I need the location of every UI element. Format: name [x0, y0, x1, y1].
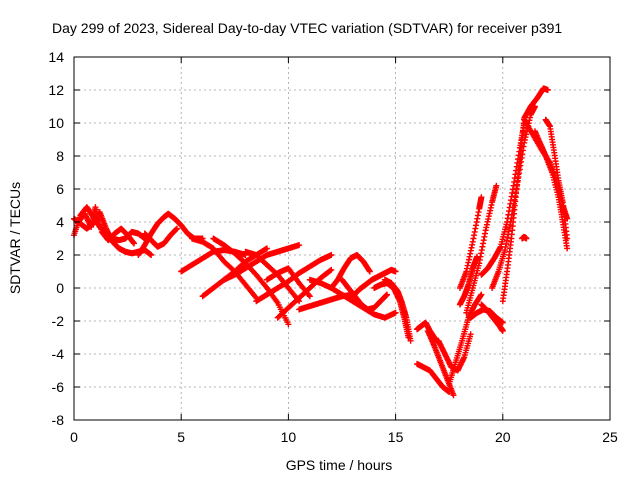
x-tick-label: 20 — [495, 429, 511, 445]
data-series — [456, 253, 481, 308]
y-tick-label: -4 — [52, 346, 65, 362]
data-series — [349, 266, 399, 300]
data-point — [499, 319, 506, 326]
y-tick-label: -2 — [52, 313, 65, 329]
chart-title: Day 299 of 2023, Sidereal Day-to-day VTE… — [52, 20, 562, 36]
data-series — [141, 225, 180, 250]
data-series — [542, 116, 571, 242]
plot-frame — [73, 56, 611, 421]
data-series — [188, 235, 260, 301]
data-point — [384, 291, 391, 298]
y-tick-label: 4 — [56, 214, 64, 230]
data-point — [407, 337, 414, 344]
y-tick-label: 10 — [48, 115, 64, 131]
data-point — [296, 242, 303, 249]
data-series — [446, 291, 485, 387]
y-tick-label: 12 — [48, 82, 64, 98]
data-series — [328, 252, 373, 291]
x-tick-label: 10 — [281, 429, 297, 445]
data-point — [306, 293, 313, 300]
data-point — [366, 268, 373, 275]
data-series — [424, 327, 457, 399]
data-series — [519, 233, 530, 242]
y-tick-label: -6 — [52, 379, 65, 395]
data-series — [381, 276, 414, 344]
data-point — [564, 245, 571, 252]
axis-ticks: 0 5 10 15 20 25 -8 -6 -4 -2 0 2 4 6 8 10 12 14 — [48, 49, 618, 445]
x-tick-label: 0 — [70, 429, 78, 445]
data-point — [173, 225, 180, 232]
data-point — [263, 245, 270, 252]
data-series — [414, 360, 453, 395]
data-series — [478, 301, 506, 334]
plot-area — [71, 85, 571, 399]
data-point — [328, 252, 335, 258]
data-point — [523, 235, 530, 242]
data-point — [392, 268, 399, 275]
data-series — [135, 210, 206, 258]
y-tick-label: 2 — [56, 247, 64, 263]
data-point — [478, 194, 485, 201]
data-point — [467, 331, 474, 338]
data-series — [178, 247, 249, 275]
data-series — [75, 204, 138, 247]
data-point — [564, 235, 571, 242]
y-axis-label: SDTVAR / TECUs — [7, 182, 23, 294]
data-series — [456, 194, 485, 291]
data-point — [285, 321, 292, 328]
data-point — [493, 182, 500, 189]
data-series — [463, 182, 500, 316]
data-series — [499, 116, 528, 305]
x-tick-label: 25 — [602, 429, 618, 445]
y-tick-label: 14 — [48, 49, 64, 65]
x-axis-label: GPS time / hours — [286, 457, 393, 473]
x-tick-label: 15 — [388, 429, 404, 445]
data-point — [499, 327, 506, 334]
y-tick-label: 0 — [56, 280, 64, 296]
y-tick-label: -8 — [52, 412, 65, 428]
x-tick-label: 5 — [177, 429, 185, 445]
data-point — [478, 291, 485, 298]
data-series — [521, 85, 551, 122]
data-point — [544, 87, 551, 93]
y-tick-label: 6 — [56, 181, 64, 197]
data-series — [274, 266, 335, 321]
data-point — [392, 309, 399, 316]
data-point — [131, 240, 138, 247]
data-point — [328, 266, 335, 273]
data-point — [327, 267, 334, 274]
data-point — [450, 392, 457, 399]
y-tick-label: 8 — [56, 148, 64, 164]
data-point — [148, 252, 155, 258]
